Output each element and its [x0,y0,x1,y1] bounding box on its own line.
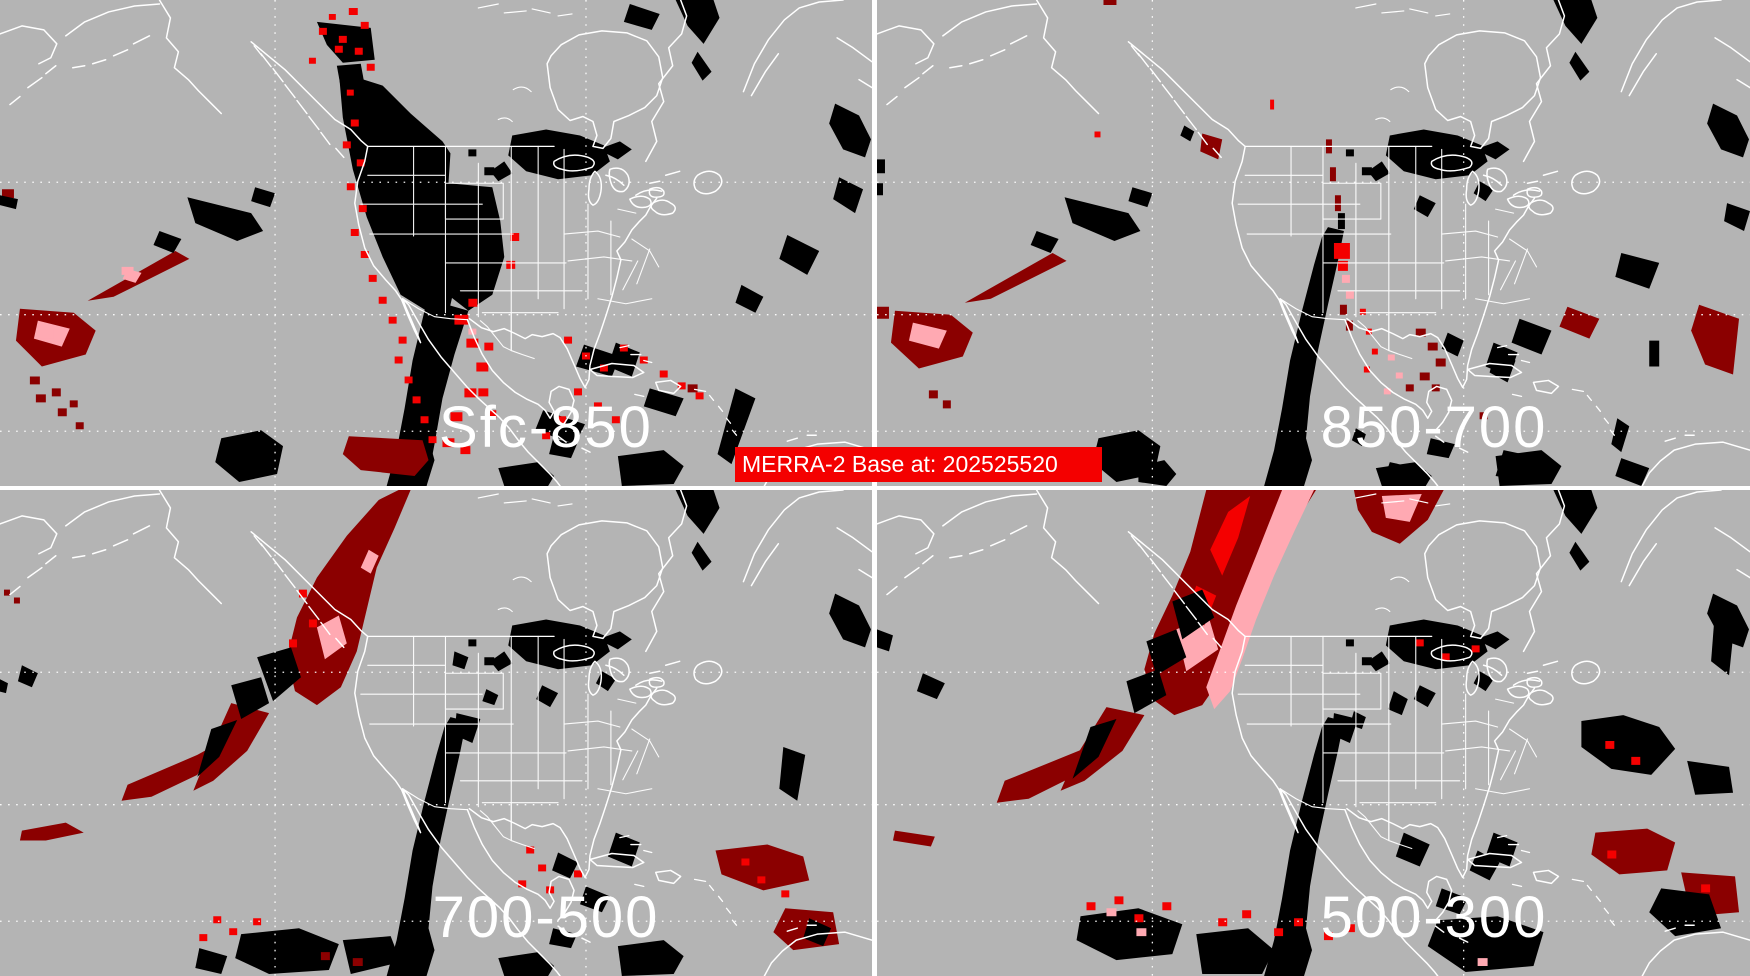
cloud-map-850-700 [877,0,1750,486]
panel-850-700: 850-700 [877,0,1750,486]
panel-sfc-850: Sfc-850 [0,0,872,486]
cloud-map-500-300 [877,490,1750,976]
layer-label-sfc-850: Sfc-850 [439,395,653,460]
layer-label-500-300: 500-300 [1320,885,1548,950]
layer-label-850-700: 850-700 [1320,395,1548,460]
timestamp-banner-text: MERRA-2 Base at: 202525520 [742,451,1058,477]
panel-500-300: 500-300 [877,490,1750,976]
cloud-map-sfc-850 [0,0,872,486]
panel-700-500: 700-500 [0,490,872,976]
layer-label-700-500: 700-500 [432,885,660,950]
timestamp-banner: MERRA-2 Base at: 202525520 [735,447,1102,482]
